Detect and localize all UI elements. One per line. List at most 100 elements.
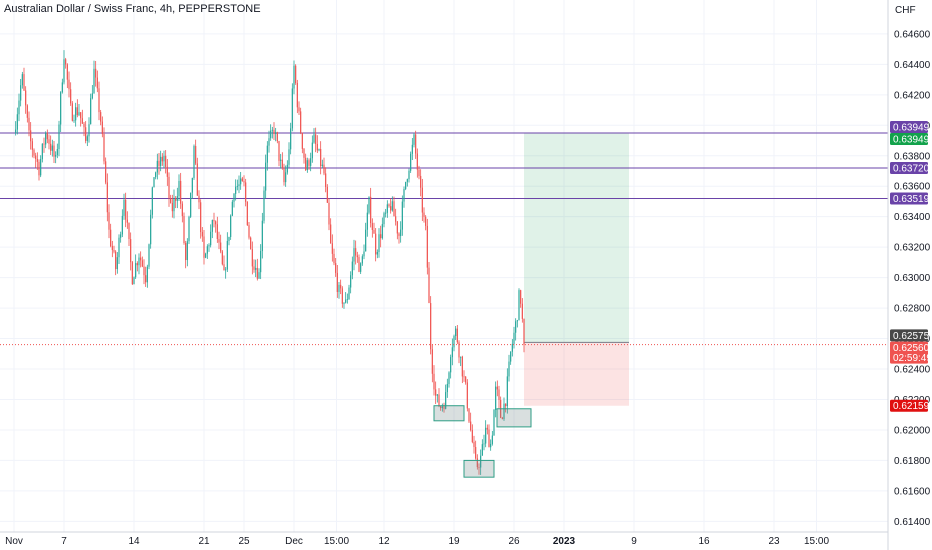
candle-body — [128, 222, 130, 240]
candle-body — [418, 169, 420, 176]
support-box[interactable] — [463, 459, 495, 478]
candle-body — [148, 244, 150, 267]
candle-body — [451, 347, 453, 358]
stop-loss-zone[interactable] — [524, 342, 629, 406]
candle-body — [343, 302, 345, 304]
time-tick-label: 21 — [198, 536, 210, 547]
price-tick-label: 0.64600 — [894, 29, 931, 40]
candle-body — [286, 164, 288, 173]
candle-body — [23, 74, 25, 91]
candle-body — [355, 248, 357, 256]
candle-body — [193, 146, 195, 178]
candle-body — [63, 59, 65, 83]
candle-body — [233, 193, 235, 202]
candle-body — [25, 90, 27, 106]
candle-body — [368, 196, 370, 213]
candle-body — [513, 332, 515, 344]
candle-body — [330, 224, 332, 244]
candle-body — [320, 148, 322, 167]
support-box[interactable] — [433, 405, 465, 422]
candle-body — [326, 186, 328, 203]
candle-body — [466, 382, 468, 409]
candle-body — [110, 229, 112, 247]
candle-body — [461, 356, 463, 377]
position-zones[interactable] — [524, 133, 629, 406]
candle-body — [331, 243, 333, 254]
candle-body — [181, 203, 183, 217]
candle-body — [221, 251, 223, 265]
candle-body — [470, 421, 472, 431]
candle-body — [406, 179, 408, 182]
candle-body — [416, 153, 418, 170]
candle-body — [151, 187, 153, 215]
candle-body — [260, 251, 262, 273]
candle-body — [421, 187, 423, 213]
candle-body — [71, 103, 73, 121]
candle-body — [486, 427, 488, 430]
candle-body — [353, 248, 355, 262]
candle-body — [278, 141, 280, 161]
time-axis[interactable]: Nov 7 14 21 25 Dec 15:00 12 19 26 2023 9 16 23 15:00 — [5, 536, 829, 547]
candle-body — [468, 408, 470, 422]
candle-body — [321, 164, 323, 167]
candle-body — [503, 403, 505, 420]
horizontal-lines[interactable] — [0, 132, 888, 200]
candle-body — [275, 132, 277, 134]
support-boxes[interactable] — [433, 405, 532, 478]
candle-body — [211, 220, 213, 232]
candle-body — [156, 160, 158, 173]
candle-body — [58, 124, 60, 150]
profit-zone[interactable] — [524, 133, 629, 343]
candle-body — [328, 202, 330, 225]
candle-body — [178, 180, 180, 197]
price-tag — [890, 329, 928, 342]
price-tag — [890, 341, 928, 354]
candle-body — [191, 177, 193, 193]
price-tick-label: 0.61800 — [894, 456, 931, 467]
candle-body — [105, 161, 107, 183]
candle-body — [40, 159, 42, 176]
candle-body — [226, 240, 228, 270]
candle-body — [458, 342, 460, 358]
candle-body — [521, 303, 523, 319]
candle-body — [476, 458, 478, 468]
candle-body — [311, 142, 313, 159]
candle-body — [481, 444, 483, 456]
candle-body — [180, 180, 182, 204]
candle-body — [498, 389, 500, 400]
candle-body — [123, 199, 125, 216]
candle-body — [341, 288, 343, 304]
candle-body — [403, 188, 405, 202]
candle-body — [520, 290, 522, 304]
candle-body — [443, 406, 445, 409]
candle-body — [313, 134, 315, 143]
candle-body — [50, 143, 52, 151]
candle-body — [140, 257, 142, 261]
price-tag — [890, 399, 928, 412]
candle-body — [48, 139, 50, 144]
candle-body — [15, 129, 17, 133]
candle-body — [216, 224, 218, 240]
candle-body — [183, 216, 185, 244]
candle-body — [31, 141, 33, 150]
candle-body — [208, 245, 210, 247]
candle-body — [76, 107, 78, 116]
candle-body — [46, 132, 48, 140]
candle-body — [371, 223, 373, 231]
candle-body — [391, 201, 393, 211]
candle-body — [141, 260, 143, 267]
support-box[interactable] — [496, 408, 532, 428]
candle-body — [108, 212, 110, 230]
candle-body — [255, 267, 257, 270]
candle-body — [261, 220, 263, 252]
candle-body — [205, 253, 207, 258]
candle-body — [250, 237, 252, 250]
candle-body — [113, 250, 115, 252]
candle-body — [495, 386, 497, 410]
candle-body — [411, 144, 413, 154]
candle-body — [53, 145, 55, 157]
candle-body — [136, 263, 138, 266]
candle-body — [241, 178, 243, 182]
candle-body — [295, 65, 297, 83]
